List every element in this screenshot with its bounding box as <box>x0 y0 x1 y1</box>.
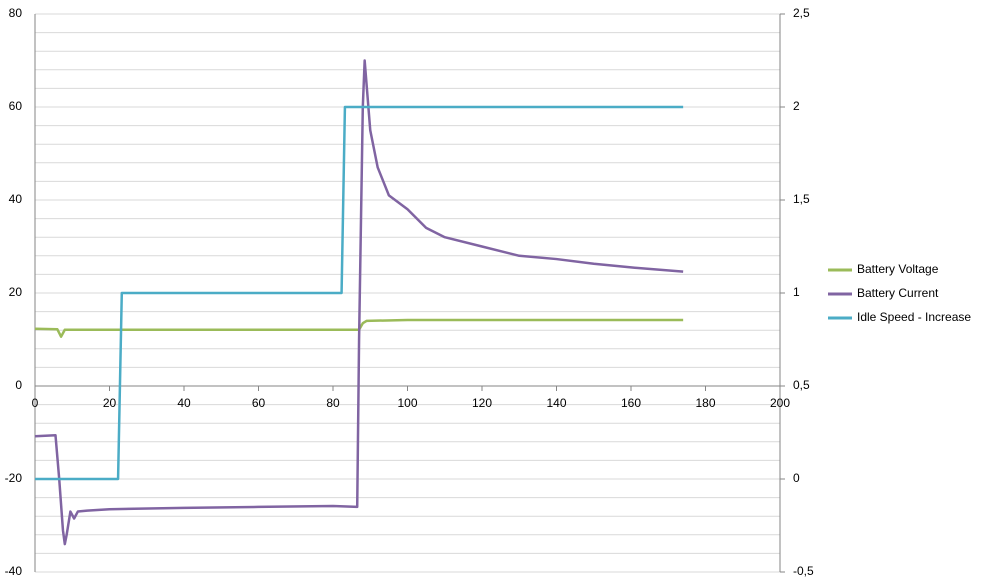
x-tick-label: 120 <box>472 396 492 410</box>
x-tick-label: 160 <box>621 396 641 410</box>
y2-tick-label: 2,5 <box>793 6 810 20</box>
legend-label: Battery Current <box>857 286 939 300</box>
x-tick-label: 0 <box>32 396 39 410</box>
y-tick-label: 20 <box>9 285 23 299</box>
x-tick-label: 180 <box>695 396 715 410</box>
x-tick-label: 80 <box>326 396 340 410</box>
y2-tick-label: 0 <box>793 471 800 485</box>
y-tick-label: -20 <box>5 471 23 485</box>
y2-tick-label: 1 <box>793 285 800 299</box>
x-tick-label: 140 <box>546 396 566 410</box>
x-tick-label: 40 <box>177 396 191 410</box>
x-tick-label: 60 <box>252 396 266 410</box>
y2-tick-label: 2 <box>793 99 800 113</box>
y-tick-label: 0 <box>15 378 22 392</box>
legend-label: Battery Voltage <box>857 262 939 276</box>
y2-tick-label: 0,5 <box>793 378 810 392</box>
y-tick-label: 80 <box>9 6 23 20</box>
x-tick-label: 200 <box>770 396 790 410</box>
x-tick-label: 100 <box>397 396 417 410</box>
x-tick-label: 20 <box>103 396 117 410</box>
series-line <box>35 105 684 481</box>
y-tick-label: -40 <box>5 564 23 578</box>
series-line <box>34 59 684 546</box>
y2-tick-label: -0,5 <box>793 564 814 578</box>
legend-label: Idle Speed - Increase <box>857 310 971 324</box>
y2-tick-label: 1,5 <box>793 192 810 206</box>
y-tick-label: 60 <box>9 99 23 113</box>
y-tick-label: 40 <box>9 192 23 206</box>
